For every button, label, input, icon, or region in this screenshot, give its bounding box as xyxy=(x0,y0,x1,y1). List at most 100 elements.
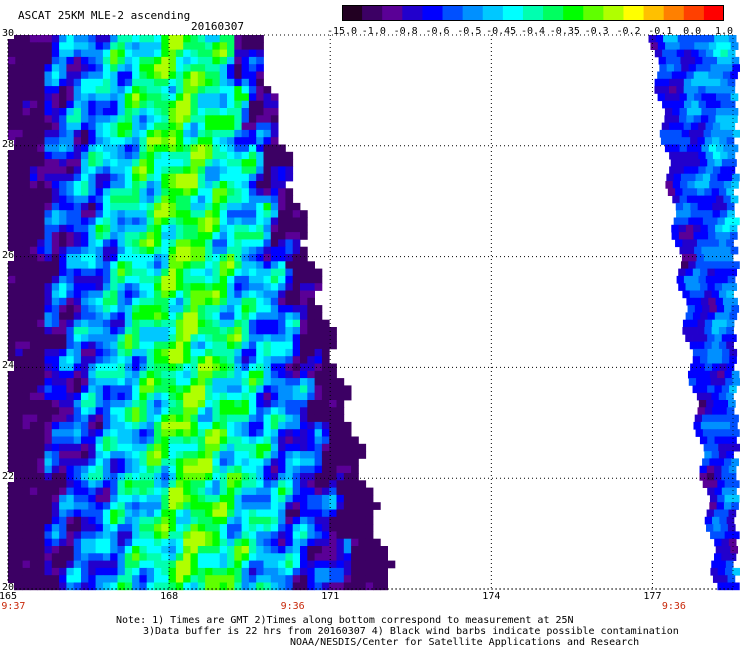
data-cell xyxy=(175,400,184,408)
data-cell xyxy=(146,217,155,226)
data-cell xyxy=(15,465,23,474)
data-cell xyxy=(88,297,96,306)
data-cell xyxy=(15,356,23,364)
data-cell xyxy=(81,159,89,167)
data-cell xyxy=(665,56,674,65)
data-cell xyxy=(241,232,250,240)
data-cell xyxy=(321,327,330,335)
data-cell xyxy=(168,312,177,321)
data-cell xyxy=(139,538,148,547)
data-cell xyxy=(44,348,53,357)
data-cell xyxy=(234,151,242,160)
data-cell xyxy=(37,42,45,50)
data-cell xyxy=(321,480,330,488)
data-cell xyxy=(132,297,140,306)
data-cell xyxy=(270,531,279,540)
data-cell xyxy=(241,166,250,175)
data-cell xyxy=(343,385,352,394)
data-cell xyxy=(197,217,206,226)
data-cell xyxy=(718,341,727,350)
data-cell xyxy=(321,575,330,583)
data-cell xyxy=(175,78,184,87)
data-cell xyxy=(256,378,264,386)
data-cell xyxy=(59,100,67,109)
data-cell xyxy=(248,217,257,226)
data-cell xyxy=(712,407,720,415)
data-cell xyxy=(44,202,53,211)
data-cell xyxy=(124,458,133,467)
data-cell xyxy=(278,202,286,211)
data-cell xyxy=(197,202,206,211)
data-cell xyxy=(81,261,89,269)
data-cell xyxy=(66,480,75,488)
data-cell xyxy=(241,378,250,386)
data-cell xyxy=(183,407,191,415)
data-cell xyxy=(44,159,53,167)
data-cell xyxy=(37,305,45,313)
data-cell xyxy=(263,341,272,350)
data-cell xyxy=(270,275,279,284)
data-cell xyxy=(66,35,75,43)
data-cell xyxy=(146,232,155,240)
data-cell xyxy=(51,173,60,182)
data-cell xyxy=(117,239,126,248)
data-cell xyxy=(248,334,257,342)
data-cell xyxy=(720,151,728,160)
data-cell xyxy=(88,319,96,328)
data-cell xyxy=(278,283,286,291)
plot-title: ASCAT 25KM MLE-2 ascending xyxy=(18,9,191,22)
data-cell xyxy=(212,166,221,175)
data-cell xyxy=(285,261,294,269)
data-cell xyxy=(234,64,242,72)
data-cell xyxy=(161,100,169,109)
data-cell xyxy=(300,509,308,518)
data-cell xyxy=(300,363,308,372)
data-cell xyxy=(219,356,228,364)
data-cell xyxy=(698,78,707,87)
data-cell xyxy=(15,268,23,277)
lat-label: 30 xyxy=(2,28,15,39)
data-cell xyxy=(321,560,330,569)
data-cell xyxy=(717,494,725,503)
data-cell xyxy=(73,356,82,364)
data-cell xyxy=(683,275,692,284)
data-cell xyxy=(59,538,67,547)
data-cell xyxy=(234,122,242,131)
data-cell xyxy=(139,363,148,372)
data-cell xyxy=(102,334,111,342)
data-cell xyxy=(690,137,698,145)
data-cell xyxy=(37,232,45,240)
data-cell xyxy=(205,232,213,240)
data-cell xyxy=(44,144,53,153)
data-cell xyxy=(168,195,177,204)
data-cell xyxy=(321,516,330,525)
data-cell xyxy=(88,173,96,182)
data-cell xyxy=(682,319,691,328)
data-cell xyxy=(205,108,213,116)
data-cell xyxy=(676,275,685,284)
data-cell xyxy=(15,575,23,583)
data-cell xyxy=(197,195,206,204)
data-cell xyxy=(110,502,118,510)
data-cell xyxy=(278,553,286,561)
data-cell xyxy=(102,232,111,240)
data-cell xyxy=(102,560,111,569)
data-cell xyxy=(205,254,213,262)
data-cell xyxy=(197,538,206,547)
data-cell xyxy=(212,400,221,408)
data-cell xyxy=(197,378,206,386)
data-cell xyxy=(190,348,199,357)
data-cell xyxy=(241,312,250,321)
data-cell xyxy=(44,567,53,576)
data-cell xyxy=(51,327,60,335)
data-cell xyxy=(88,480,96,488)
data-cell xyxy=(654,78,663,87)
data-cell xyxy=(278,451,286,459)
data-cell xyxy=(8,93,16,102)
data-cell xyxy=(227,71,235,80)
data-cell xyxy=(29,173,38,182)
data-cell xyxy=(715,546,724,554)
data-cell xyxy=(117,159,126,167)
data-cell xyxy=(183,93,191,102)
data-cell xyxy=(722,421,731,430)
